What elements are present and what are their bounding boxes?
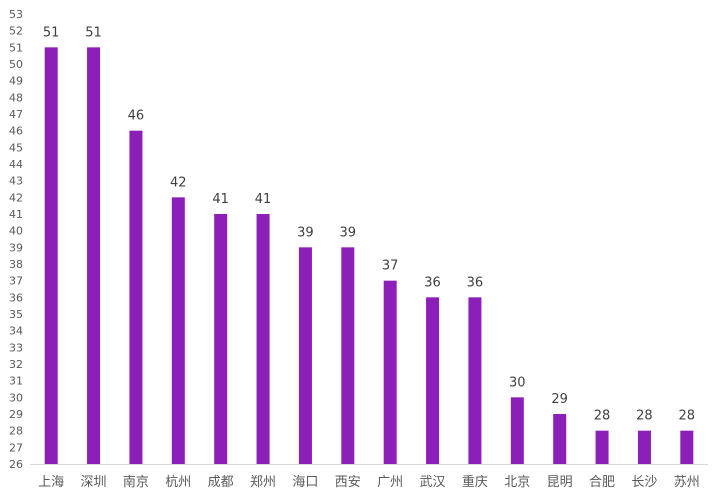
y-tick-label: 52 xyxy=(9,25,23,38)
bar xyxy=(214,214,228,464)
data-label: 36 xyxy=(467,275,484,290)
y-tick-label: 26 xyxy=(9,458,23,471)
bar xyxy=(468,297,482,464)
x-tick-label: 广州 xyxy=(377,475,403,490)
bar xyxy=(510,397,524,464)
x-tick-label: 武汉 xyxy=(420,475,446,490)
y-tick-label: 39 xyxy=(9,241,23,254)
x-tick-label: 南京 xyxy=(123,474,149,490)
y-tick-label: 43 xyxy=(9,175,23,188)
y-tick-label: 40 xyxy=(9,225,23,238)
y-tick-label: 50 xyxy=(9,58,23,71)
data-label: 30 xyxy=(509,375,526,390)
y-tick-label: 45 xyxy=(9,141,23,154)
y-tick-label: 44 xyxy=(9,158,23,171)
y-tick-label: 51 xyxy=(9,41,23,54)
x-tick-label: 合肥 xyxy=(589,475,615,490)
data-label: 36 xyxy=(424,275,441,290)
x-tick-label: 长沙 xyxy=(631,475,657,490)
y-tick-label: 47 xyxy=(9,108,23,121)
bar xyxy=(553,414,567,464)
y-tick-label: 31 xyxy=(9,375,23,388)
bar xyxy=(129,130,143,464)
x-tick-label: 海口 xyxy=(292,475,318,490)
x-tick-label: 深圳 xyxy=(81,475,107,490)
y-tick-label: 41 xyxy=(9,208,23,221)
bar xyxy=(383,280,397,464)
data-label: 51 xyxy=(43,25,60,40)
data-label: 37 xyxy=(382,259,399,274)
bar xyxy=(426,297,440,464)
bar xyxy=(298,247,312,464)
y-tick-label: 29 xyxy=(9,408,23,421)
y-tick-label: 28 xyxy=(9,425,23,438)
y-tick-label: 46 xyxy=(9,125,23,138)
y-tick-label: 42 xyxy=(9,191,23,204)
x-tick-label: 重庆 xyxy=(462,474,488,490)
data-label: 28 xyxy=(636,409,653,424)
data-label: 46 xyxy=(128,109,145,124)
data-label: 39 xyxy=(340,225,357,240)
x-tick-label: 北京 xyxy=(504,475,530,490)
data-label: 29 xyxy=(551,392,568,407)
bar xyxy=(171,197,185,465)
data-label: 42 xyxy=(170,175,187,190)
x-tick-label: 上海 xyxy=(38,475,64,490)
data-label: 39 xyxy=(297,225,314,240)
data-label: 28 xyxy=(679,409,696,424)
data-label: 28 xyxy=(594,409,611,424)
bar xyxy=(256,214,270,464)
x-tick-label: 苏州 xyxy=(674,474,700,490)
data-label: 41 xyxy=(255,192,272,207)
bar xyxy=(637,430,651,464)
bar xyxy=(44,47,58,464)
y-tick-label: 48 xyxy=(9,91,23,104)
bar xyxy=(595,430,609,464)
data-label: 51 xyxy=(85,25,102,40)
data-label: 41 xyxy=(212,192,229,207)
y-tick-label: 32 xyxy=(9,358,23,371)
bar xyxy=(341,247,355,464)
bar xyxy=(680,430,694,464)
x-tick-label: 郑州 xyxy=(250,475,276,490)
y-tick-label: 27 xyxy=(9,441,23,454)
y-tick-label: 38 xyxy=(9,258,23,271)
y-tick-label: 34 xyxy=(9,325,23,338)
y-tick-label: 33 xyxy=(9,341,23,354)
y-tick-label: 49 xyxy=(9,75,23,88)
y-tick-label: 36 xyxy=(9,291,23,304)
y-tick-label: 35 xyxy=(9,308,23,321)
x-tick-label: 杭州 xyxy=(165,475,191,490)
bar xyxy=(87,47,101,464)
y-tick-label: 37 xyxy=(9,275,23,288)
y-tick-label: 53 xyxy=(9,8,23,21)
y-tick-label: 30 xyxy=(9,391,23,404)
x-tick-label: 成都 xyxy=(208,475,234,490)
x-tick-label: 昆明 xyxy=(547,475,573,490)
x-tick-label: 西安 xyxy=(335,475,361,490)
